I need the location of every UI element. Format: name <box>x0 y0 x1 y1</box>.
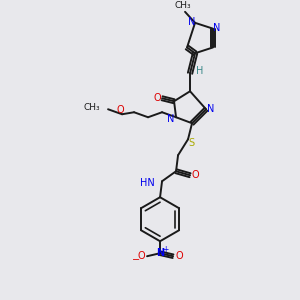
Text: N: N <box>207 104 215 114</box>
Text: O: O <box>175 251 183 261</box>
Text: N: N <box>167 114 175 124</box>
Text: O: O <box>137 251 145 261</box>
Text: N: N <box>156 248 164 258</box>
Text: CH₃: CH₃ <box>83 103 100 112</box>
Text: H: H <box>196 66 204 76</box>
Text: HN: HN <box>140 178 155 188</box>
Text: N: N <box>213 22 220 33</box>
Text: CH₃: CH₃ <box>175 1 191 10</box>
Text: N: N <box>188 17 196 27</box>
Text: +: + <box>162 245 168 254</box>
Text: O: O <box>191 170 199 180</box>
Text: S: S <box>188 138 194 148</box>
Text: O: O <box>153 93 161 103</box>
Text: −: − <box>132 255 140 265</box>
Text: O: O <box>116 105 124 115</box>
